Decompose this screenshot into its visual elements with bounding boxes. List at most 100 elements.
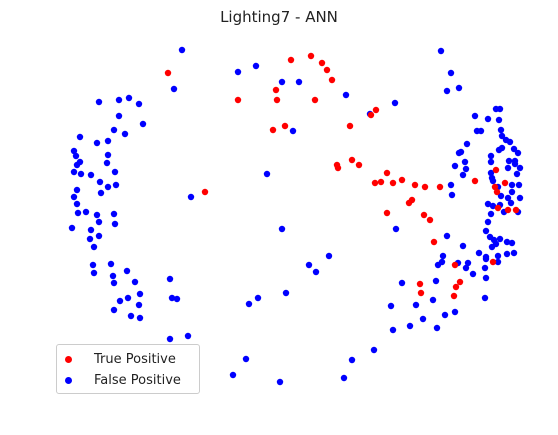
- point-false-positive-175: [451, 162, 459, 170]
- point-false-positive-125: [463, 140, 471, 148]
- point-false-positive-3: [252, 62, 260, 70]
- point-true-positive-4: [272, 86, 280, 94]
- point-false-positive-143: [508, 188, 516, 196]
- point-false-positive-87: [389, 326, 397, 334]
- point-false-positive-148: [488, 174, 496, 182]
- point-false-positive-2: [234, 68, 242, 76]
- point-false-positive-52: [95, 232, 103, 240]
- point-false-positive-91: [412, 301, 420, 309]
- point-false-positive-43: [82, 208, 90, 216]
- chart-title: Lighting7 - ANN: [220, 8, 338, 26]
- point-false-positive-48: [87, 226, 95, 234]
- point-false-positive-171: [475, 249, 483, 257]
- point-false-positive-160: [507, 199, 515, 207]
- point-false-positive-41: [73, 200, 81, 208]
- point-true-positive-24: [398, 176, 406, 184]
- point-false-positive-114: [496, 235, 504, 243]
- point-false-positive-25: [70, 147, 78, 155]
- point-true-positive-25: [383, 209, 391, 217]
- point-true-positive-30: [420, 211, 428, 219]
- point-false-positive-153: [498, 144, 506, 152]
- point-false-positive-4: [278, 78, 286, 86]
- point-false-positive-54: [90, 269, 98, 277]
- point-false-positive-61: [116, 297, 124, 305]
- point-false-positive-163: [489, 202, 497, 210]
- point-false-positive-129: [484, 115, 492, 123]
- point-false-positive-50: [86, 235, 94, 243]
- point-false-positive-58: [123, 267, 131, 275]
- point-false-positive-82: [229, 371, 237, 379]
- point-false-positive-168: [488, 243, 496, 251]
- point-true-positive-16: [348, 156, 356, 164]
- point-true-positive-1: [201, 188, 209, 196]
- point-false-positive-95: [441, 311, 449, 319]
- point-false-positive-24: [76, 133, 84, 141]
- point-false-positive-116: [508, 239, 516, 247]
- point-false-positive-173: [459, 171, 467, 179]
- point-false-positive-63: [127, 312, 135, 320]
- point-false-positive-71: [184, 332, 192, 340]
- point-false-positive-117: [510, 249, 518, 257]
- point-false-positive-46: [111, 220, 119, 228]
- point-false-positive-18: [139, 120, 147, 128]
- point-false-positive-131: [496, 105, 504, 113]
- point-false-positive-60: [124, 294, 132, 302]
- point-true-positive-45: [494, 204, 502, 212]
- point-false-positive-115: [503, 238, 511, 246]
- point-true-positive-31: [426, 216, 434, 224]
- point-true-positive-39: [456, 278, 464, 286]
- point-true-positive-32: [430, 238, 438, 246]
- legend-item-true-positive: True Positive: [65, 350, 176, 368]
- point-true-positive-28: [411, 181, 419, 189]
- point-true-positive-17: [355, 161, 363, 169]
- point-false-positive-34: [103, 159, 111, 167]
- point-false-positive-89: [398, 279, 406, 287]
- point-false-positive-141: [513, 170, 521, 178]
- point-false-positive-138: [514, 149, 522, 157]
- point-false-positive-26: [72, 152, 80, 160]
- point-true-positive-19: [372, 106, 380, 114]
- point-false-positive-20: [110, 126, 118, 134]
- point-false-positive-100: [443, 232, 451, 240]
- point-true-positive-27: [408, 196, 416, 204]
- point-false-positive-107: [482, 274, 490, 282]
- point-false-positive-49: [68, 224, 76, 232]
- point-false-positive-17: [135, 100, 143, 108]
- point-true-positive-0: [164, 69, 172, 77]
- point-false-positive-88: [387, 302, 395, 310]
- point-true-positive-33: [416, 280, 424, 288]
- point-false-positive-73: [263, 170, 271, 178]
- point-false-positive-155: [505, 157, 513, 165]
- point-false-positive-144: [504, 194, 512, 202]
- point-false-positive-59: [131, 278, 139, 286]
- point-true-positive-12: [328, 76, 336, 84]
- point-false-positive-133: [497, 126, 505, 134]
- point-false-positive-19: [115, 112, 123, 120]
- point-false-positive-145: [497, 192, 505, 200]
- point-false-positive-97: [432, 277, 440, 285]
- point-true-positive-43: [491, 183, 499, 191]
- point-false-positive-165: [487, 210, 495, 218]
- point-false-positive-29: [70, 168, 78, 176]
- point-false-positive-66: [136, 290, 144, 298]
- point-false-positive-30: [77, 170, 85, 178]
- point-false-positive-51: [90, 243, 98, 251]
- point-false-positive-22: [104, 137, 112, 145]
- point-false-positive-21: [121, 130, 129, 138]
- point-false-positive-45: [110, 210, 118, 218]
- point-false-positive-0: [178, 46, 186, 54]
- point-true-positive-36: [451, 261, 459, 269]
- point-false-positive-157: [515, 181, 523, 189]
- point-false-positive-110: [494, 258, 502, 266]
- point-false-positive-65: [135, 301, 143, 309]
- point-false-positive-119: [459, 242, 467, 250]
- point-false-positive-38: [97, 189, 105, 197]
- point-false-positive-134: [498, 132, 506, 140]
- point-true-positive-11: [323, 66, 331, 74]
- point-false-positive-57: [110, 279, 118, 287]
- point-false-positive-92: [419, 315, 427, 323]
- point-false-positive-150: [487, 158, 495, 166]
- point-false-positive-11: [447, 69, 455, 77]
- point-false-positive-9: [289, 127, 297, 135]
- point-false-positive-140: [516, 164, 524, 172]
